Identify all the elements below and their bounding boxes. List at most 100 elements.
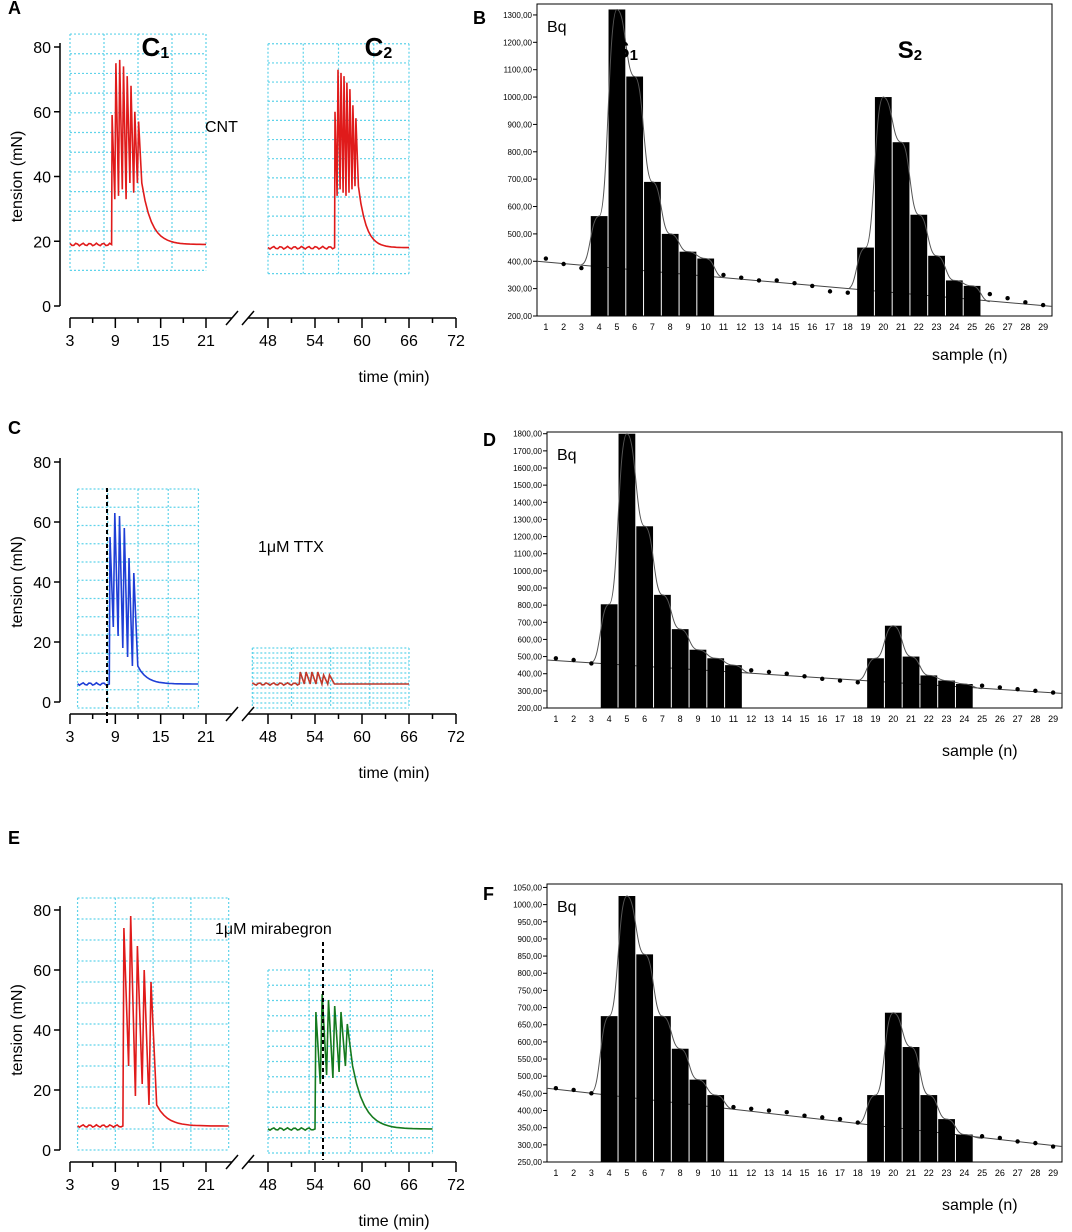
grid xyxy=(69,33,207,271)
x-tick-label: 60 xyxy=(353,333,371,350)
x-tick-label: 12 xyxy=(736,322,746,332)
x-tick-label: 14 xyxy=(782,714,792,724)
bar-9 xyxy=(689,649,707,708)
panel-a: A C1 C2 CNT 0 20 40 60 80 tension (mN) 3 9 15 21 48 54 6… xyxy=(8,0,465,386)
x-tick-label: 66 xyxy=(400,333,418,350)
x-tick-label: 15 xyxy=(152,333,170,350)
y-tick-label: 650,00 xyxy=(518,1021,543,1030)
y-tick-label: 450,00 xyxy=(518,1089,543,1098)
bar-5 xyxy=(618,896,636,1162)
fit-curve xyxy=(591,433,752,674)
trace-control xyxy=(77,512,199,687)
plot-frame xyxy=(546,431,1063,709)
x-axis xyxy=(69,1154,457,1172)
bar-21 xyxy=(902,1047,920,1162)
x-tick-label: 48 xyxy=(259,729,277,746)
x-tick-label: 19 xyxy=(861,322,871,332)
y-tick-label: 80 xyxy=(33,40,51,57)
x-tick-label: 3 xyxy=(66,1177,75,1194)
x-tick-label: 66 xyxy=(400,729,418,746)
x-tick-label: 23 xyxy=(932,322,942,332)
baseline-dot xyxy=(553,656,559,661)
y-tick-label: 900,00 xyxy=(518,584,543,593)
x-tick-label: 15 xyxy=(799,1168,809,1178)
x-tick-label: 66 xyxy=(400,1177,418,1194)
baseline-dot xyxy=(1050,1144,1056,1149)
baseline-dot xyxy=(1015,1139,1020,1144)
baseline-dot xyxy=(979,683,985,688)
y-tick-label: 1300,00 xyxy=(503,11,532,20)
x-tick-label: 20 xyxy=(888,714,898,724)
y-axis-label: Bq xyxy=(547,19,567,36)
y-axis xyxy=(54,906,61,1151)
x-tick-label: 20 xyxy=(888,1168,898,1178)
y-tick-label: 0 xyxy=(42,299,51,316)
y-tick-label: 1000,00 xyxy=(513,567,542,576)
trace-c2 xyxy=(267,69,409,251)
fit-curve xyxy=(847,96,990,303)
bar-7 xyxy=(654,594,671,708)
x-tick-label: 18 xyxy=(853,1168,863,1178)
baseline-dot xyxy=(810,283,815,289)
y-tick-label: 400,00 xyxy=(518,1107,543,1116)
segment-label: S1 xyxy=(614,37,638,64)
x-axis-label: time (min) xyxy=(358,1213,429,1230)
segment-label: C1 xyxy=(142,32,170,62)
baseline-dot xyxy=(749,1106,754,1112)
axis-break xyxy=(225,706,239,722)
baseline-dot xyxy=(987,291,993,297)
x-tick-label: 4 xyxy=(597,322,602,332)
panel-letter: D xyxy=(483,430,496,450)
x-tick-label: 21 xyxy=(906,1168,916,1178)
x-tick-label: 9 xyxy=(111,333,120,350)
x-tick-label: 10 xyxy=(701,322,711,332)
bar-21 xyxy=(902,656,920,708)
bar-22 xyxy=(920,1095,938,1162)
x-tick-label: 1 xyxy=(553,714,558,724)
baseline-dot xyxy=(820,1115,825,1120)
y-tick-label: 1050,00 xyxy=(513,883,542,892)
x-tick-label: 26 xyxy=(995,714,1005,724)
baseline-dot xyxy=(1005,296,1010,301)
baseline-dot xyxy=(766,669,772,675)
baseline-dot xyxy=(721,272,726,278)
y-tick-label: 600,00 xyxy=(518,635,543,644)
x-tick-label: 11 xyxy=(729,714,738,724)
y-axis-label: Bq xyxy=(557,899,577,916)
x-tick-label: 25 xyxy=(977,1168,987,1178)
x-tick-label: 3 xyxy=(66,729,75,746)
bar-10 xyxy=(697,258,715,316)
y-tick-label: 1200,00 xyxy=(513,533,542,542)
x-tick-label: 5 xyxy=(624,714,629,724)
x-tick-label: 29 xyxy=(1038,322,1048,332)
y-tick-label: 1600,00 xyxy=(513,464,542,473)
x-tick-label: 15 xyxy=(152,729,170,746)
baseline-dot xyxy=(1023,300,1028,305)
x-tick-label: 9 xyxy=(695,714,700,724)
y-tick-label: 600,00 xyxy=(518,1038,543,1047)
x-tick-label: 17 xyxy=(835,714,845,724)
y-tick-label: 600,00 xyxy=(508,203,533,212)
baseline-dot xyxy=(997,1135,1003,1141)
y-tick-label: 400,00 xyxy=(508,257,533,266)
y-axis-label: tension (mN) xyxy=(9,131,26,223)
baseline-dot xyxy=(837,678,843,683)
bar-10 xyxy=(707,1095,725,1162)
x-tick-label: 16 xyxy=(807,322,817,332)
y-axis xyxy=(54,43,61,307)
y-tick-label: 20 xyxy=(33,635,51,652)
bar-6 xyxy=(626,76,644,317)
x-tick-label: 10 xyxy=(711,714,721,724)
trace-c1 xyxy=(69,59,206,247)
x-tick-label: 25 xyxy=(967,322,977,332)
bar-4 xyxy=(600,1016,618,1162)
x-tick-label: 20 xyxy=(878,322,888,332)
y-tick-label: 500,00 xyxy=(518,653,543,662)
baseline-dot xyxy=(571,657,576,663)
x-tick-label: 6 xyxy=(642,1168,647,1178)
x-tick-label: 24 xyxy=(959,1168,969,1178)
trace-control xyxy=(77,915,229,1129)
y-tick-label: 0 xyxy=(42,695,51,712)
x-tick-label: 15 xyxy=(799,714,809,724)
x-tick-label: 1 xyxy=(543,322,548,332)
